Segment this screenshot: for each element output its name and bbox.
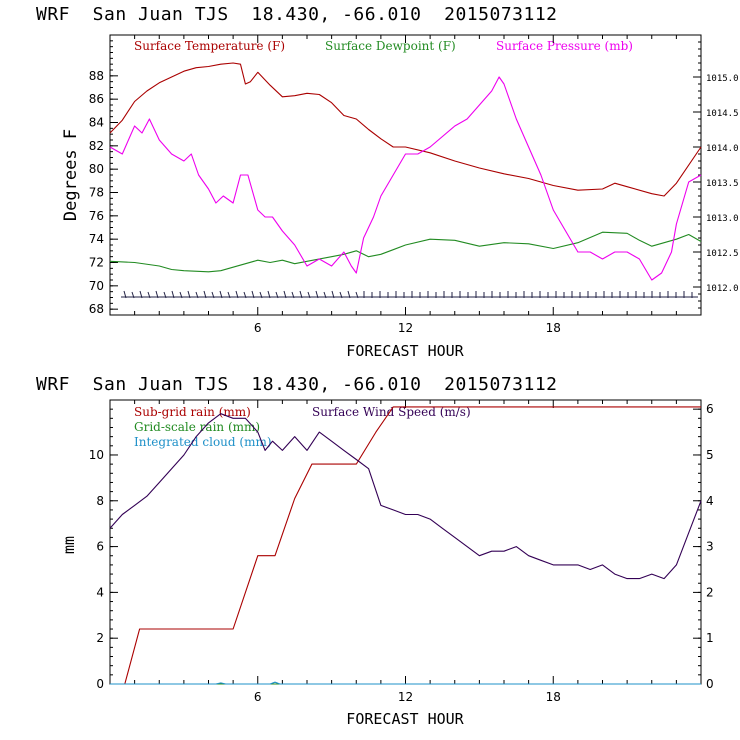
wind-barb [315,290,319,299]
y-tick-label: 10 [89,448,104,462]
wind-barb [259,291,263,299]
wind-barb [275,291,279,299]
y2-tick-label: 4 [706,494,714,508]
y2-tick-label: 1012.5 [706,249,739,259]
x-tick-label: 6 [254,690,262,704]
wind-barb [179,291,183,299]
wind-barb [307,291,311,299]
wind-barb [211,291,215,299]
bottom-y-axis-label: mm [60,536,78,554]
y2-tick-label: 0 [706,677,714,691]
bottom-chart-title: WRF San Juan TJS 18.430, -66.010 2015073… [36,374,558,395]
x-tick-label: 18 [546,321,561,335]
y2-tick-label: 1012.0 [706,284,739,294]
y-tick-label: 8 [96,494,104,508]
surface-wind-speed-line [109,413,702,580]
y-tick-label: 74 [89,232,104,246]
y2-tick-label: 1013.5 [706,179,739,189]
wind-barb [339,291,343,299]
y-tick-label: 70 [89,279,104,293]
wind-barb [147,291,151,299]
y2-tick-label: 1015.0 [706,74,739,84]
top-chart-title: WRF San Juan TJS 18.430, -66.010 2015073… [36,4,558,25]
bottom-panel: WRF San Juan TJS 18.430, -66.010 2015073… [36,374,714,728]
sub-grid-rain-line [110,406,701,685]
y2-tick-label: 2 [706,585,714,599]
y-tick-label: 4 [96,585,104,599]
legend-grid-scale-rain: Grid-scale rain (mm) [134,420,260,434]
x-tick-label: 6 [254,321,262,335]
wind-barb [291,291,295,299]
wind-barb [323,291,327,299]
wind-barb [267,290,271,299]
wind-barb [331,290,335,299]
y2-tick-label: 1 [706,631,714,645]
wind-barb [131,291,135,299]
wind-barb [155,290,159,299]
wind-barb [347,290,351,299]
y-tick-label: 68 [89,302,104,316]
wind-barb [123,290,127,299]
y-tick-label: 88 [89,69,104,83]
wind-barb [171,290,175,299]
legend-surface-pressure: Surface Pressure (mb) [496,39,633,53]
wind-barb [355,291,359,299]
y-tick-label: 76 [89,209,104,223]
surface-temperature-line [109,62,702,197]
top-panel: WRF San Juan TJS 18.430, -66.010 2015073… [36,4,739,360]
bottom-x-axis-label: FORECAST HOUR [346,710,464,728]
legend-sub-grid-rain: Sub-grid rain (mm) [134,405,251,419]
wind-barb [163,291,167,299]
wind-barb [187,290,191,299]
y2-tick-label: 1014.5 [706,109,739,119]
y-tick-label: 2 [96,631,104,645]
x-tick-label: 12 [398,690,413,704]
y2-tick-label: 1014.0 [706,144,739,154]
wind-barb [235,290,239,299]
legend-surface-dewpoint: Surface Dewpoint (F) [325,39,456,53]
y2-tick-label: 6 [706,402,714,416]
y2-tick-label: 5 [706,448,714,462]
top-x-axis-label: FORECAST HOUR [346,342,464,360]
legend-integrated-cloud: Integrated cloud (mm) [134,435,272,449]
x-tick-label: 18 [546,690,561,704]
y-tick-label: 6 [96,540,104,554]
x-tick-label: 12 [398,321,413,335]
wind-barb [203,290,207,299]
y2-tick-label: 3 [706,540,714,554]
wind-barb [195,291,199,299]
y-tick-label: 86 [89,92,104,106]
surface-pressure-line [109,76,702,281]
wind-barb [243,291,247,299]
wind-barb [227,291,231,299]
integrated-cloud-line [110,681,701,685]
y-tick-label: 0 [96,677,104,691]
y-tick-label: 82 [89,139,104,153]
y-tick-label: 80 [89,162,104,176]
y-tick-label: 84 [89,116,104,130]
top-y-axis-label: Degrees F [61,129,81,221]
legend-surface-temperature: Surface Temperature (F) [134,39,285,53]
y-tick-label: 72 [89,256,104,270]
wind-barb [251,290,255,299]
y-tick-label: 78 [89,186,104,200]
surface-dewpoint-line [109,231,702,273]
wind-barb [299,290,303,299]
wind-barb [139,290,143,299]
wind-barb [283,290,287,299]
legend-surface-wind-speed: Surface Wind Speed (m/s) [312,405,471,419]
y2-tick-label: 1013.0 [706,214,739,224]
wind-barb [219,290,223,299]
